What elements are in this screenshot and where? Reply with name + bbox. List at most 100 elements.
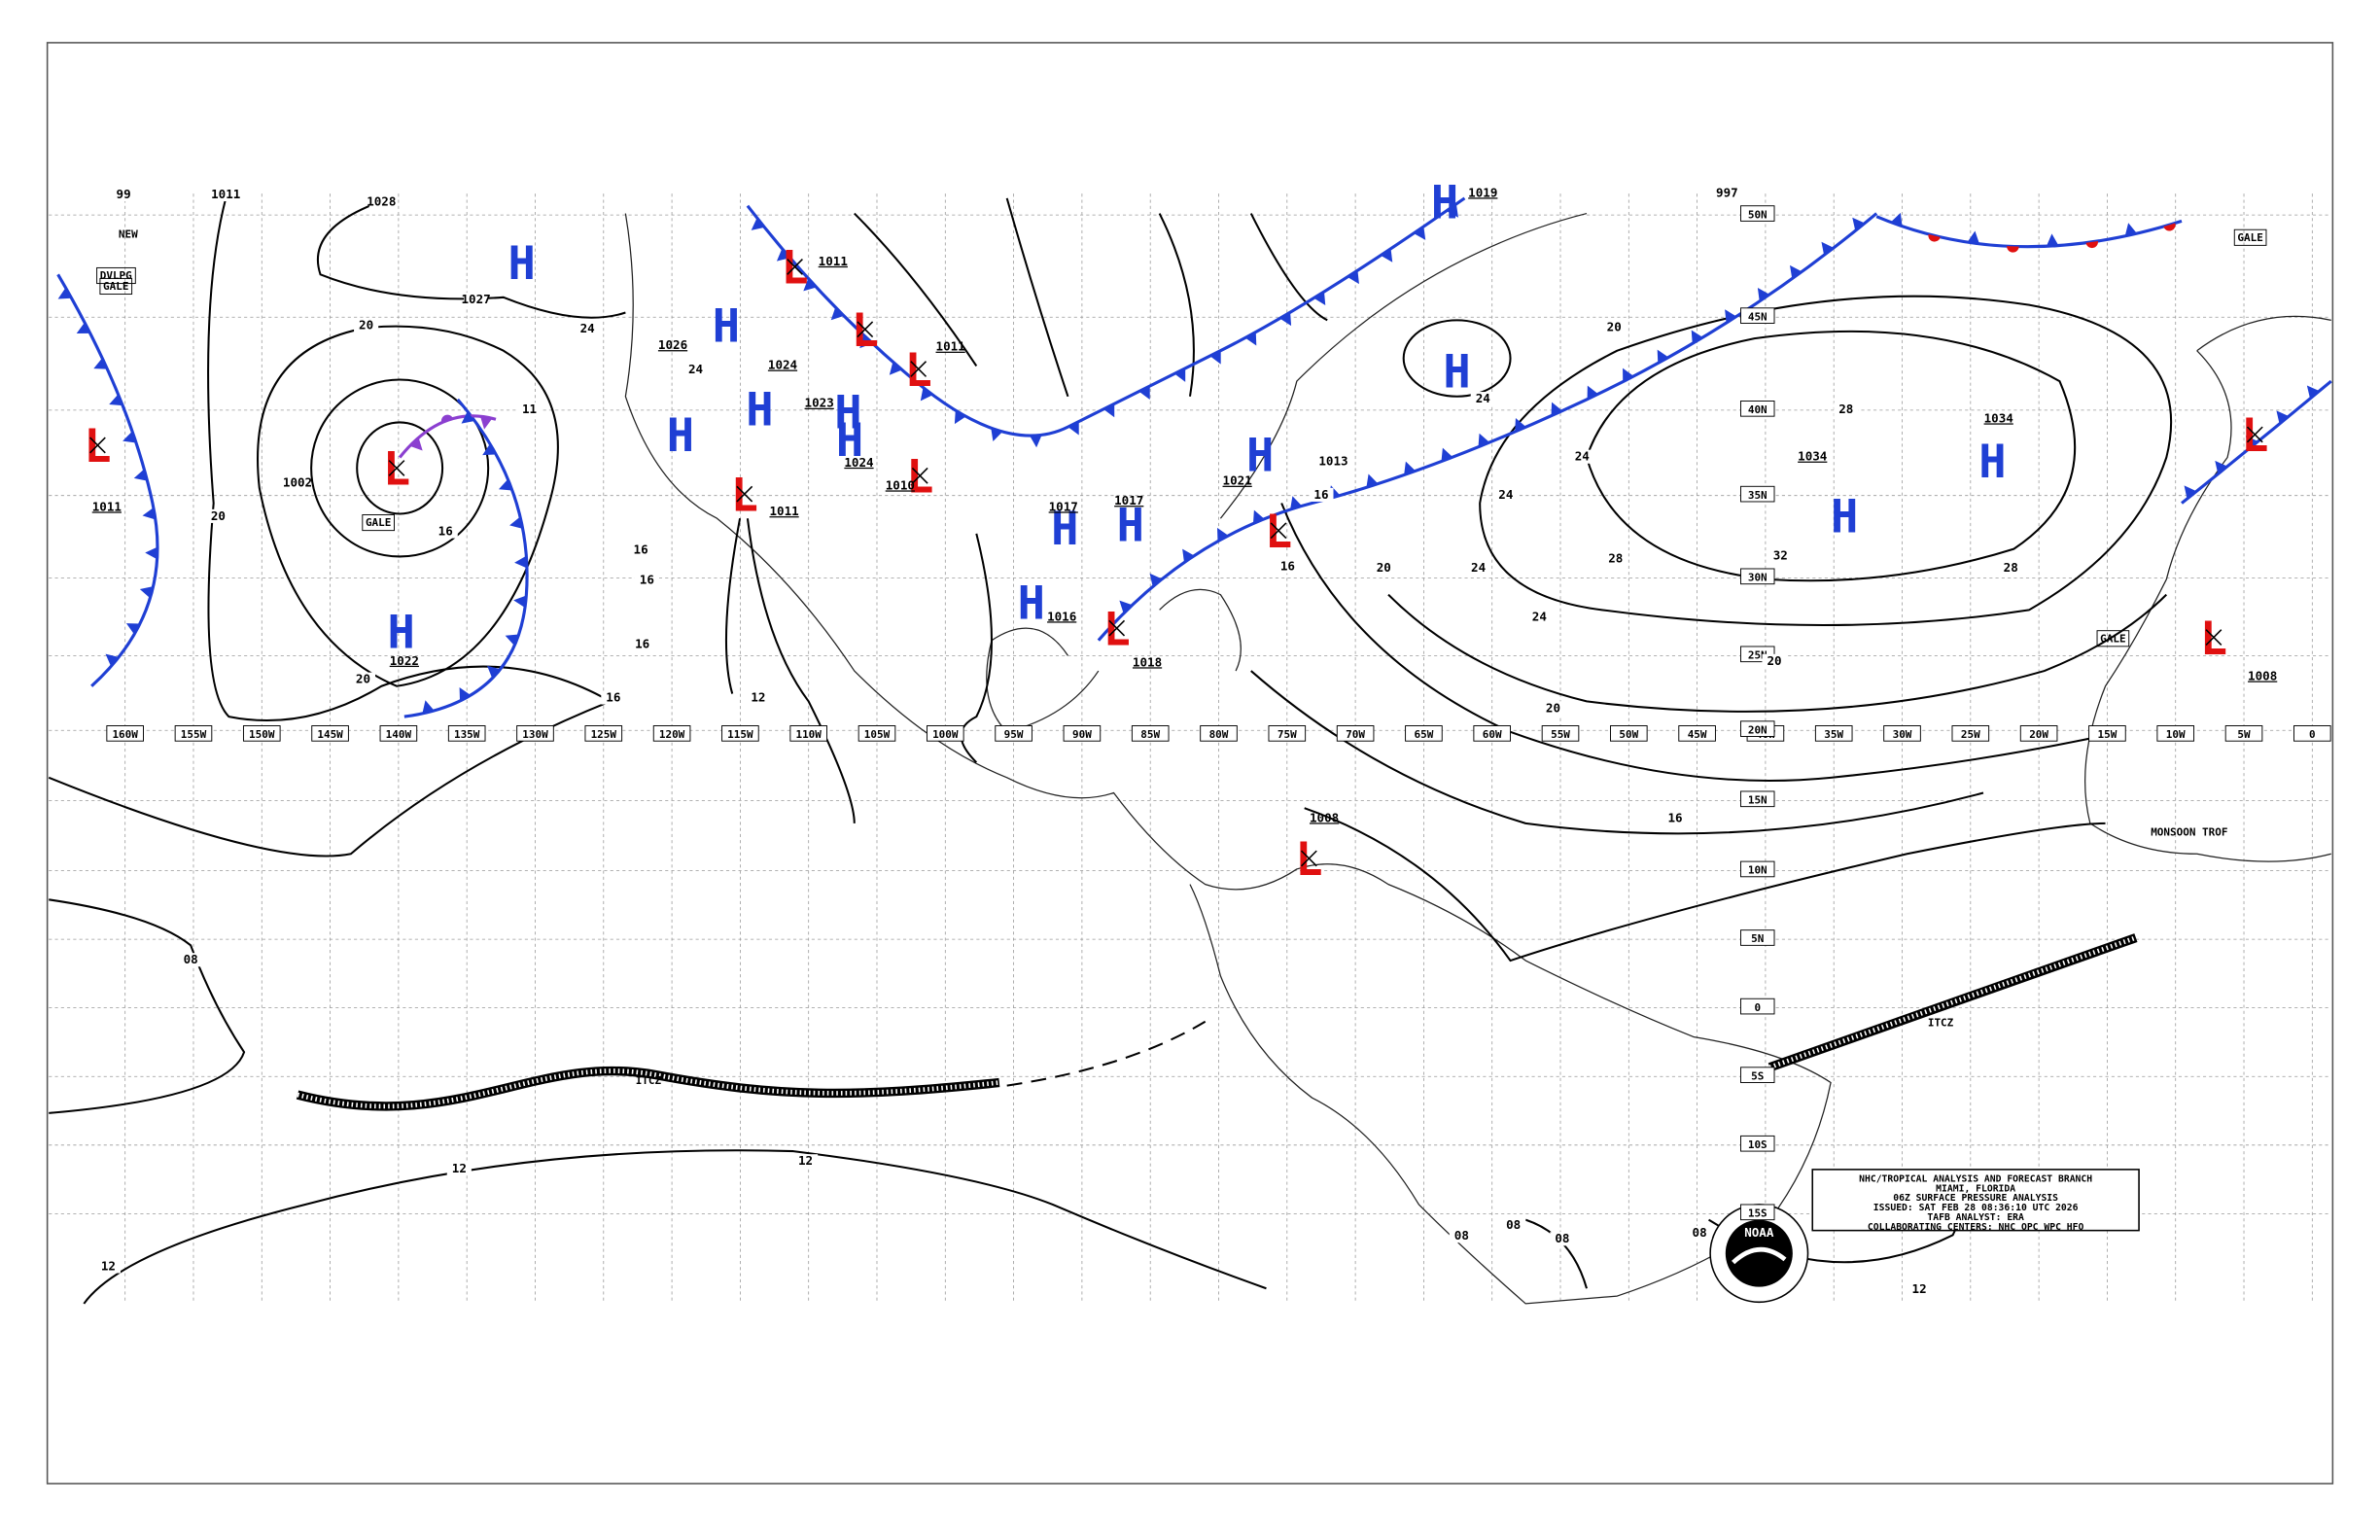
isobar-label-bg [746, 690, 771, 705]
longitude-label: 75W [1278, 728, 1297, 741]
cold-front-barb [859, 334, 873, 349]
lat-label-box [1740, 860, 1775, 878]
warm-front-bump [2007, 246, 2019, 253]
annotation: GALE [2237, 231, 2262, 244]
logo-text: NOAA [1744, 1225, 1774, 1240]
cold-front-barb [1551, 402, 1562, 416]
cold-front-barb [1587, 385, 1598, 400]
cold-front-barb [1515, 418, 1526, 433]
coastlines [624, 212, 2331, 1305]
low-center-x [910, 361, 928, 377]
pressure-center-symbol: L [2200, 612, 2227, 666]
lon-label-box [1063, 725, 1102, 742]
isobar-label-bg [111, 187, 136, 202]
cold-front-barb [991, 428, 1003, 442]
longitude-label: 85W [1140, 728, 1160, 741]
lon-label-box [2019, 725, 2058, 742]
central-pressure: 1034 [1984, 410, 2013, 425]
central-pressure: 1017 [1049, 499, 1078, 513]
title-line: COLLABORATING CENTERS: NHC OPC WPC HFO [1868, 1222, 2084, 1233]
longitude-label: 105W [864, 728, 891, 741]
title-line: MIAMI, FLORIDA [1936, 1183, 2015, 1194]
pressure-center-symbol: H [746, 384, 773, 438]
lon-label-box [721, 725, 759, 742]
pressure-center-symbol: H [1018, 578, 1045, 631]
isobar [356, 421, 444, 515]
central-pressure: 1024 [844, 455, 873, 470]
isobar [1479, 295, 2173, 627]
latitude-label: 10N [1748, 864, 1768, 877]
longitude-label: 130W [522, 728, 548, 741]
low-center-x [388, 460, 405, 476]
lon-label-box [652, 725, 691, 742]
isobar [49, 898, 1959, 1305]
lon-label-box [516, 725, 554, 742]
isobar-label-bg [1449, 1229, 1474, 1243]
central-pressure: 1018 [1133, 654, 1162, 669]
cold-front-barb [954, 410, 966, 425]
lon-label-box [584, 725, 623, 742]
central-pressure: 1016 [1047, 609, 1076, 623]
isobar-label-bg [433, 524, 458, 539]
cold-front-barb [1441, 447, 1453, 462]
longitude-label: 0 [2309, 728, 2316, 741]
cold-front-barb [1138, 386, 1150, 401]
latitude-label: 0 [1754, 1001, 1761, 1014]
lon-label-box [1200, 725, 1238, 742]
longitude-label: 90W [1072, 728, 1092, 741]
lon-label-box [2224, 725, 2263, 742]
isobar-label-bg [1309, 487, 1334, 502]
cold-front-barb [93, 358, 108, 369]
low-center-x [1108, 619, 1126, 637]
coastline [624, 213, 1832, 1305]
isobar-label: 08 [1454, 1228, 1469, 1242]
isobar-label: 20 [356, 672, 370, 686]
cold-front-barb [1347, 270, 1359, 285]
cold-front-barb [461, 410, 475, 424]
isobar-label-bg [601, 690, 626, 705]
cold-front [56, 273, 159, 687]
lon-label-box [1883, 725, 1921, 742]
cold-front-barb [109, 394, 123, 406]
isobar-label-bg [1687, 1225, 1712, 1241]
longitude-label: 160W [112, 728, 138, 741]
central-pressure: 1022 [390, 653, 419, 668]
lon-label-box [858, 725, 896, 742]
lon-label-box [1131, 725, 1170, 742]
isobar-label-bg [1466, 561, 1491, 576]
isobar-label: 08 [184, 952, 198, 966]
central-pressure: 1019 [1468, 185, 1497, 199]
isobar-label: 997 [1716, 185, 1738, 199]
pressure-center-symbol: H [836, 414, 863, 468]
logo-gull [1732, 1246, 1787, 1265]
cold-front-barb [1623, 368, 1634, 382]
pressure-center-symbol: L [1295, 833, 1322, 887]
isobar-label-bg [1526, 610, 1552, 624]
isobar-label: 20 [211, 508, 226, 523]
cold-front-barb [509, 516, 523, 529]
fronts [56, 196, 2332, 718]
isobar-label-bg [1371, 561, 1396, 576]
latitude-label: 50N [1748, 208, 1768, 221]
isobar-label: 24 [1575, 449, 1590, 464]
cold-front-barb [422, 700, 435, 714]
isobar-label: 24 [1471, 560, 1486, 575]
cold-front-barb [142, 508, 156, 520]
page-frame [46, 42, 2334, 1485]
isobar-label-bg [446, 1162, 472, 1176]
cold-front-barb [482, 443, 497, 456]
isobar [1250, 503, 2168, 962]
cold-front-barb [1182, 548, 1195, 563]
isobar-label: 12 [751, 689, 765, 704]
lat-label-box [1740, 1204, 1775, 1221]
itcz-band [1768, 935, 2137, 1070]
isobar-label: 24 [688, 362, 703, 376]
cold-front-barb [487, 665, 501, 679]
title-line: 06Z SURFACE PRESSURE ANALYSIS [1893, 1193, 2058, 1204]
cold-front-barb [145, 546, 158, 560]
isobar-label-bg [1501, 1218, 1526, 1233]
isobar-label: 11 [522, 402, 537, 416]
pressure-center-symbol: H [1431, 176, 1458, 229]
central-pressure: 1011 [936, 339, 965, 354]
